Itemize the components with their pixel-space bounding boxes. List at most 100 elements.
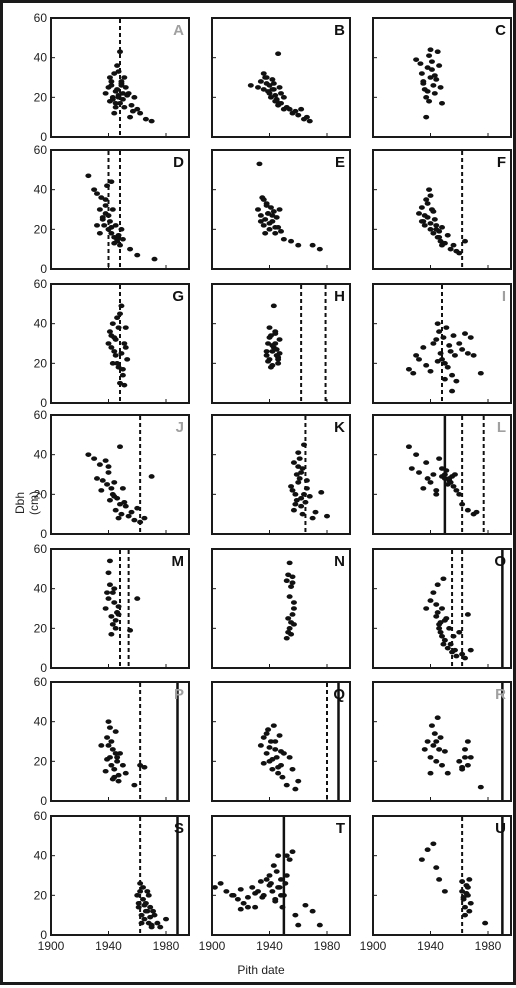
point-d-8: [104, 183, 111, 188]
panel-label-r: R: [495, 686, 506, 703]
point-u-14: [462, 912, 468, 918]
point-j-17: [118, 511, 125, 517]
point-d-23: [99, 217, 106, 222]
point-d-16: [115, 232, 122, 238]
point-j-0: [85, 452, 92, 457]
point-t-41: [244, 904, 251, 910]
point-l-20: [456, 492, 463, 497]
point-c-22: [424, 89, 431, 94]
point-c-6: [424, 65, 431, 70]
point-d-11: [108, 231, 115, 236]
point-n-12: [288, 631, 295, 637]
point-g-23: [109, 361, 116, 366]
point-e-20: [309, 242, 316, 248]
point-g-16: [117, 380, 123, 386]
point-l-8: [433, 488, 440, 493]
point-u-0: [418, 857, 425, 862]
point-a-11: [119, 91, 126, 96]
point-k-25: [303, 478, 310, 483]
panel-frame-e: [211, 149, 351, 270]
point-t-39: [278, 893, 284, 898]
point-j-1: [91, 456, 98, 461]
point-e-27: [272, 225, 279, 230]
point-e-9: [267, 205, 274, 210]
point-o-6: [437, 630, 444, 635]
point-e-0: [255, 207, 261, 212]
point-k-1: [289, 488, 296, 493]
point-h-8: [275, 361, 282, 366]
point-k-3: [292, 492, 299, 497]
point-g-24: [121, 382, 128, 388]
point-t-17: [270, 863, 277, 868]
point-c-20: [431, 73, 438, 78]
point-i-29: [477, 370, 484, 376]
point-e-19: [295, 242, 302, 248]
y-tick-label-s-0: 0: [40, 928, 47, 942]
panel-label-u: U: [495, 820, 506, 837]
point-d-26: [108, 225, 115, 230]
point-d-18: [118, 227, 125, 232]
panel-frame-l: [372, 414, 512, 535]
point-b-27: [269, 87, 276, 92]
point-h-22: [263, 353, 270, 358]
panel-label-o: O: [494, 553, 506, 570]
point-t-43: [230, 893, 237, 898]
point-p-19: [111, 766, 118, 772]
x-tick-label-s-1980: 1980: [153, 939, 180, 953]
point-r-17: [467, 755, 474, 760]
point-b-13: [275, 51, 282, 56]
point-h-11: [269, 349, 276, 354]
point-q-10: [275, 770, 282, 776]
point-d-32: [108, 179, 115, 185]
point-a-22: [134, 106, 141, 112]
point-j-12: [111, 480, 118, 485]
point-c-14: [436, 63, 443, 68]
point-p-2: [104, 735, 111, 740]
point-q-3: [265, 727, 272, 732]
panel-frame-b: [211, 17, 351, 138]
point-b-25: [306, 118, 313, 124]
panel-frame-a: [50, 17, 190, 138]
point-t-29: [292, 912, 299, 918]
point-q-22: [269, 757, 276, 762]
point-b-14: [276, 85, 283, 90]
point-l-26: [446, 476, 453, 481]
point-f-14: [437, 238, 444, 244]
point-k-9: [301, 442, 307, 448]
point-p-3: [105, 719, 112, 724]
point-f-21: [456, 250, 463, 256]
point-q-23: [272, 739, 279, 744]
point-m-1: [105, 596, 112, 601]
point-l-2: [413, 452, 420, 457]
point-b-0: [247, 83, 254, 88]
point-s-0: [134, 893, 141, 898]
point-u-19: [466, 877, 473, 882]
point-a-33: [127, 114, 134, 120]
y-tick-label-j-60: 60: [34, 408, 48, 422]
point-a-34: [129, 108, 136, 114]
point-t-0: [211, 885, 218, 890]
point-s-3: [138, 912, 145, 918]
point-t-37: [272, 898, 279, 904]
point-q-26: [260, 761, 267, 766]
panel-label-p: P: [174, 686, 184, 703]
point-g-8: [117, 311, 123, 317]
point-t-1: [217, 881, 224, 886]
panel-label-a: A: [173, 22, 184, 39]
point-d-19: [119, 236, 126, 242]
point-s-22: [147, 914, 154, 920]
point-i-25: [462, 331, 468, 336]
panel-label-b: B: [334, 22, 345, 39]
point-o-18: [456, 630, 463, 635]
point-i-16: [444, 365, 451, 370]
point-l-15: [447, 480, 454, 485]
point-p-15: [137, 763, 144, 768]
point-h-10: [266, 325, 273, 330]
point-u-4: [436, 877, 443, 882]
point-i-24: [459, 347, 466, 352]
point-k-8: [299, 466, 306, 471]
point-l-22: [464, 507, 471, 513]
point-r-15: [462, 747, 468, 752]
point-r-3: [428, 723, 435, 728]
panel-frame-s: [50, 815, 190, 936]
